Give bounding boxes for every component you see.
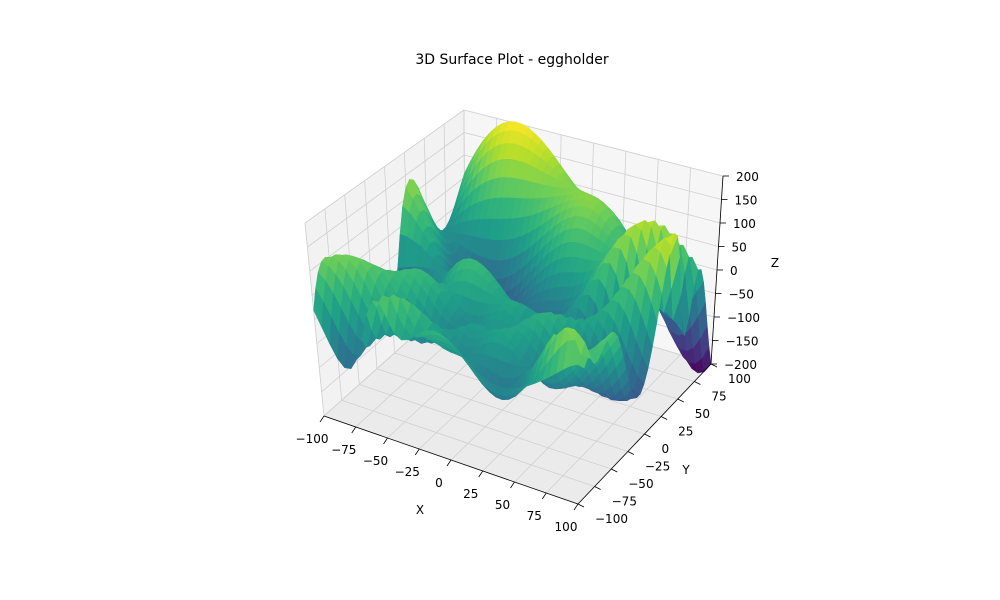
x-axis-tick (478, 470, 484, 478)
y-axis-tick (594, 486, 601, 490)
y-axis-tick (710, 363, 718, 368)
x-axis-tick (414, 448, 420, 456)
y-axis-tick-label: 75 (711, 390, 726, 404)
x-axis-tick (351, 426, 357, 434)
x-axis-tick-label: 25 (463, 487, 478, 501)
z-axis-tick-label: −150 (726, 335, 759, 349)
x-axis-tick (510, 481, 515, 489)
y-axis-tick-label: −50 (628, 477, 653, 491)
y-axis-tick (644, 433, 651, 438)
x-axis-tick-label: 75 (527, 509, 542, 523)
x-axis-label: X (416, 503, 424, 517)
z-axis-label: Z (771, 256, 779, 270)
x-axis-tick-label: 100 (555, 520, 578, 534)
back-gridline-z (463, 109, 724, 177)
z-axis-tick-label: −100 (727, 311, 760, 325)
floor-gridline-y (341, 399, 595, 487)
x-axis-tick (319, 415, 325, 423)
floor-gridline-y (359, 384, 612, 470)
floor-gridline-y (394, 352, 645, 435)
z-axis-tick-label: −200 (724, 358, 757, 372)
x-axis-tick (383, 437, 388, 445)
z-axis-tick-label: 50 (732, 241, 747, 255)
x-axis-tick (573, 503, 579, 511)
y-axis-tick (677, 398, 684, 403)
y-axis-tick-label: 100 (728, 372, 751, 386)
x-axis-tick-label: −100 (296, 432, 329, 446)
z-axis-tick-label: 0 (730, 264, 738, 278)
z-axis-tick-label: 200 (736, 170, 759, 184)
x-axis: −100−75 −50 −25 0 25 50 75 100 (296, 415, 579, 534)
y-axis-tick-label: 50 (695, 407, 710, 421)
y-axis-tick (627, 451, 635, 455)
x-axis-tick-label: −75 (331, 443, 356, 457)
x-axis-tick-label: −25 (395, 465, 420, 479)
left-gridline-z (307, 132, 465, 248)
x-axis-tick-label: −50 (363, 454, 388, 468)
y-axis-tick (577, 503, 585, 508)
y-axis-tick (660, 416, 668, 420)
z-axis-tick-label: −50 (729, 288, 754, 302)
x-axis-tick-label: 0 (435, 476, 443, 490)
y-axis-tick-label: 25 (678, 425, 693, 439)
y-axis-tick (611, 468, 618, 473)
x-axis-tick (541, 492, 547, 500)
surface-facet (577, 355, 589, 369)
x-axis-tick-label: 50 (495, 498, 510, 512)
y-axis-tick (694, 381, 701, 385)
z-axis: −200 −150 −100 −50 0 50 100 150 200 (710, 170, 760, 372)
z-axis-tick-label: 150 (735, 194, 758, 208)
x-axis-tick (446, 459, 452, 467)
y-axis-tick-label: −100 (595, 512, 628, 526)
z-axis-tick-label: 100 (733, 217, 756, 231)
left-gridline-z (304, 109, 465, 224)
left-gridline-z (309, 154, 465, 272)
chart-title: 3D Surface Plot - eggholder (415, 52, 608, 68)
y-axis-label: Y (681, 463, 690, 477)
surface-mesh (313, 121, 712, 402)
floor-gridline-y (376, 368, 629, 452)
y-axis-tick-label: −75 (612, 495, 637, 509)
y-axis-tick-label: −25 (645, 460, 670, 474)
y-axis-tick-label: 0 (662, 442, 670, 456)
